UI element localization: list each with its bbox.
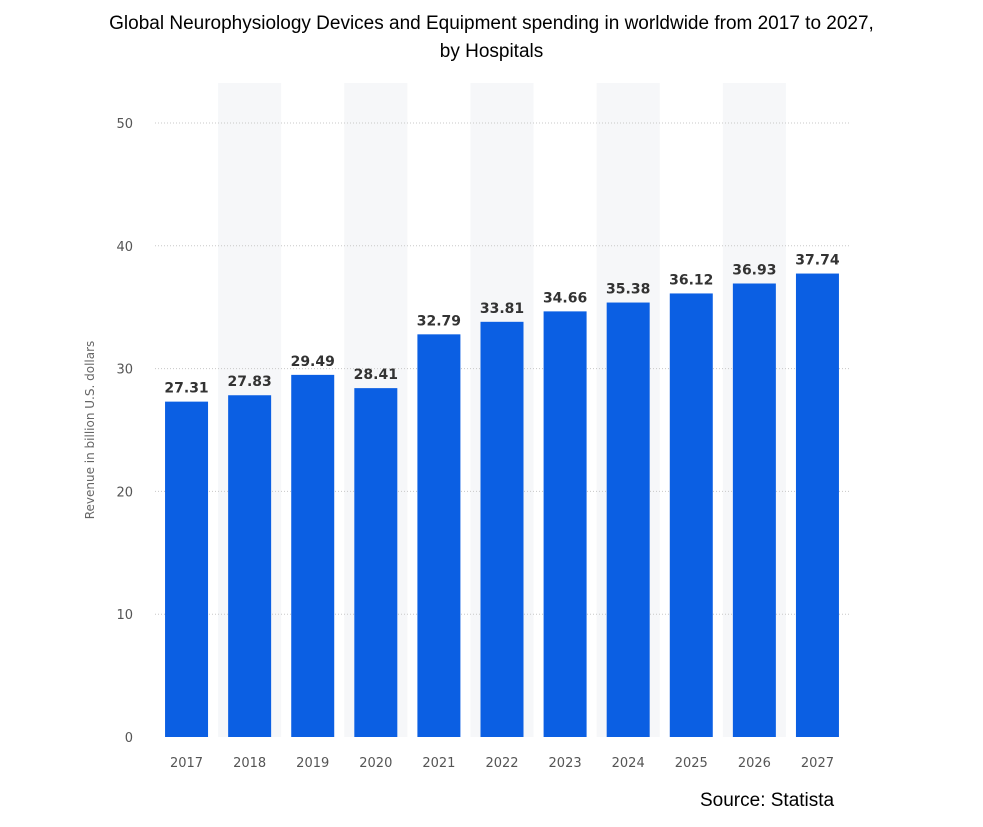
x-tick-label: 2023 bbox=[549, 756, 582, 771]
bar-2020 bbox=[354, 388, 398, 737]
bar-2021 bbox=[417, 334, 461, 737]
x-tick-label: 2024 bbox=[612, 756, 645, 771]
y-tick-label: 10 bbox=[116, 608, 133, 623]
x-tick-label: 2019 bbox=[296, 756, 329, 771]
bar-2025 bbox=[669, 293, 713, 737]
data-label: 32.79 bbox=[417, 313, 461, 329]
data-label: 36.93 bbox=[732, 262, 776, 278]
x-tick-label: 2022 bbox=[485, 756, 518, 771]
bar-2018 bbox=[228, 395, 272, 737]
x-tick-label: 2027 bbox=[801, 756, 834, 771]
x-tick-label: 2017 bbox=[170, 756, 203, 771]
data-label: 27.83 bbox=[227, 374, 271, 390]
y-tick-label: 40 bbox=[116, 240, 133, 255]
y-tick-label: 30 bbox=[116, 363, 133, 378]
data-label: 35.38 bbox=[606, 282, 650, 298]
chart-title-line2: by Hospitals bbox=[439, 41, 544, 62]
x-tick-label: 2025 bbox=[675, 756, 708, 771]
y-tick-label: 20 bbox=[116, 485, 133, 500]
data-label: 34.66 bbox=[543, 290, 587, 306]
bar-2024 bbox=[606, 302, 650, 737]
bar-2022 bbox=[480, 321, 524, 737]
x-tick-label: 2021 bbox=[422, 756, 455, 771]
bar-2027 bbox=[795, 273, 839, 737]
y-tick-label: 50 bbox=[116, 117, 133, 132]
data-label: 28.41 bbox=[354, 367, 398, 383]
bar-2019 bbox=[291, 374, 335, 737]
data-label: 37.74 bbox=[795, 253, 840, 269]
data-label: 36.12 bbox=[669, 272, 713, 288]
chart-title: Global Neurophysiology Devices and Equip… bbox=[0, 10, 983, 66]
x-tick-label: 2018 bbox=[233, 756, 266, 771]
y-axis-label: Revenue in billion U.S. dollars bbox=[83, 341, 97, 520]
bar-2026 bbox=[732, 283, 776, 737]
chart-title-line1: Global Neurophysiology Devices and Equip… bbox=[109, 13, 874, 34]
source-note: Source: Statista bbox=[700, 790, 835, 811]
bar-2017 bbox=[165, 401, 209, 737]
bar-2023 bbox=[543, 311, 587, 737]
data-label: 33.81 bbox=[480, 301, 524, 317]
y-tick-label: 0 bbox=[125, 731, 133, 746]
x-tick-label: 2020 bbox=[359, 756, 392, 771]
data-label: 29.49 bbox=[291, 354, 335, 370]
x-tick-label: 2026 bbox=[738, 756, 771, 771]
data-label: 27.31 bbox=[164, 381, 208, 397]
